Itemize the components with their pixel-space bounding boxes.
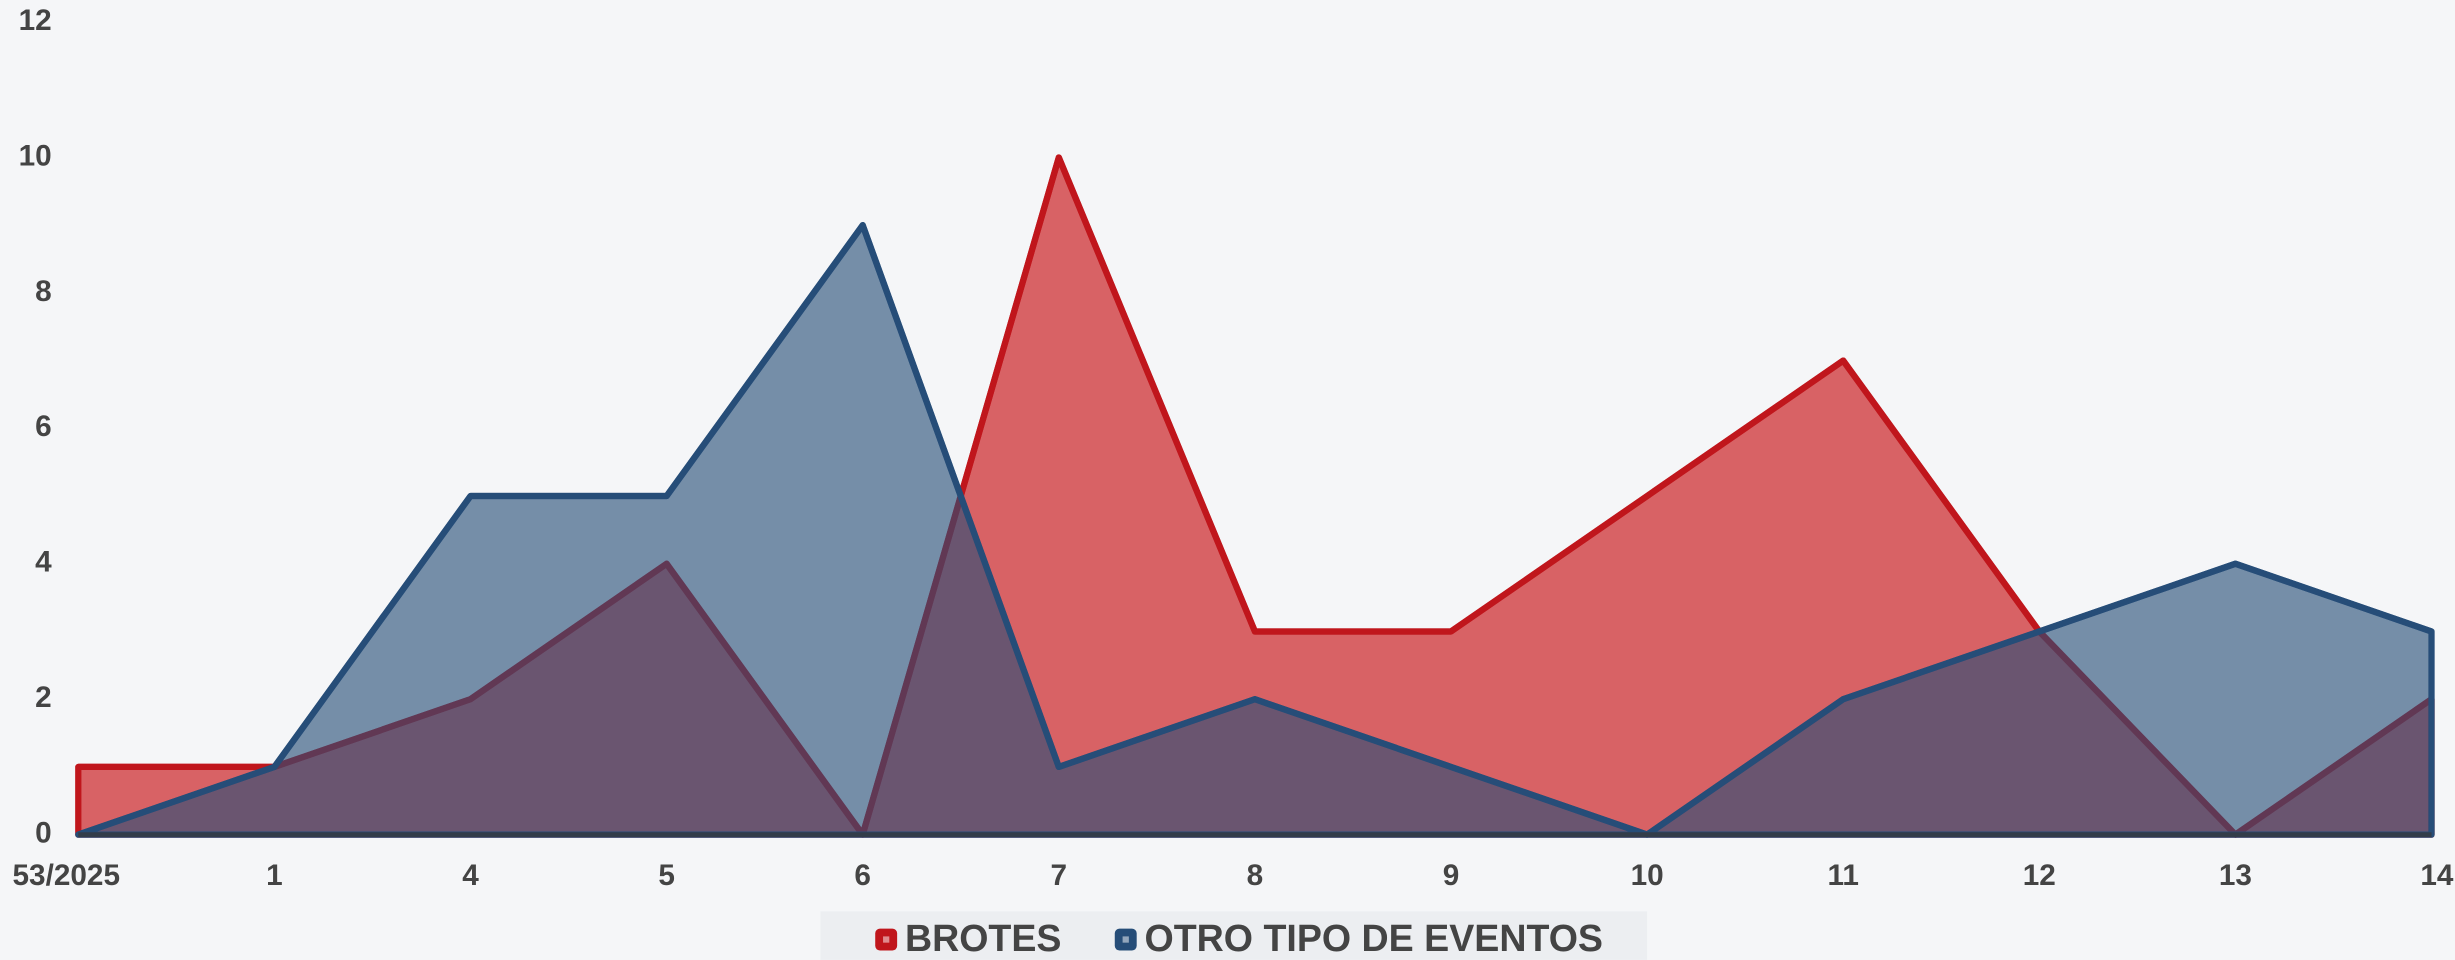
legend-label: OTRO TIPO DE EVENTOS [1145, 917, 1603, 959]
y-tick-label: 10 [19, 139, 52, 172]
y-tick-label: 2 [35, 681, 52, 714]
legend-label: BROTES [905, 917, 1062, 959]
x-tick-label: 7 [1051, 859, 1068, 892]
x-tick-label: 6 [854, 859, 871, 892]
y-tick-label: 12 [19, 4, 52, 37]
x-tick-label: 53/2025 [13, 859, 120, 892]
y-tick-label: 0 [35, 816, 52, 849]
y-tick-label: 6 [35, 410, 52, 443]
x-tick-label: 1 [266, 859, 283, 892]
legend-item: BROTES [875, 917, 1061, 959]
x-tick-label: 5 [658, 859, 675, 892]
x-tick-label: 10 [1631, 859, 1664, 892]
area-fill [75, 222, 2435, 838]
x-tick-label: 11 [1827, 859, 1858, 892]
legend-box [820, 911, 1648, 960]
x-tick-label: 4 [462, 859, 479, 892]
x-tick-label: 12 [2023, 859, 2056, 892]
area-line [77, 222, 2433, 838]
legend-item: OTRO TIPO DE EVENTOS [1114, 917, 1603, 959]
x-tick-label: 14 [2420, 859, 2454, 892]
legend-swatch-inner [883, 936, 890, 943]
legend-swatch-inner [1122, 936, 1129, 943]
x-tick-label: 8 [1247, 859, 1264, 892]
x-tick-label: 9 [1443, 859, 1460, 892]
x-tick-label: 13 [2219, 859, 2252, 892]
y-tick-label: 8 [35, 275, 52, 308]
y-tick-label: 4 [35, 546, 52, 579]
